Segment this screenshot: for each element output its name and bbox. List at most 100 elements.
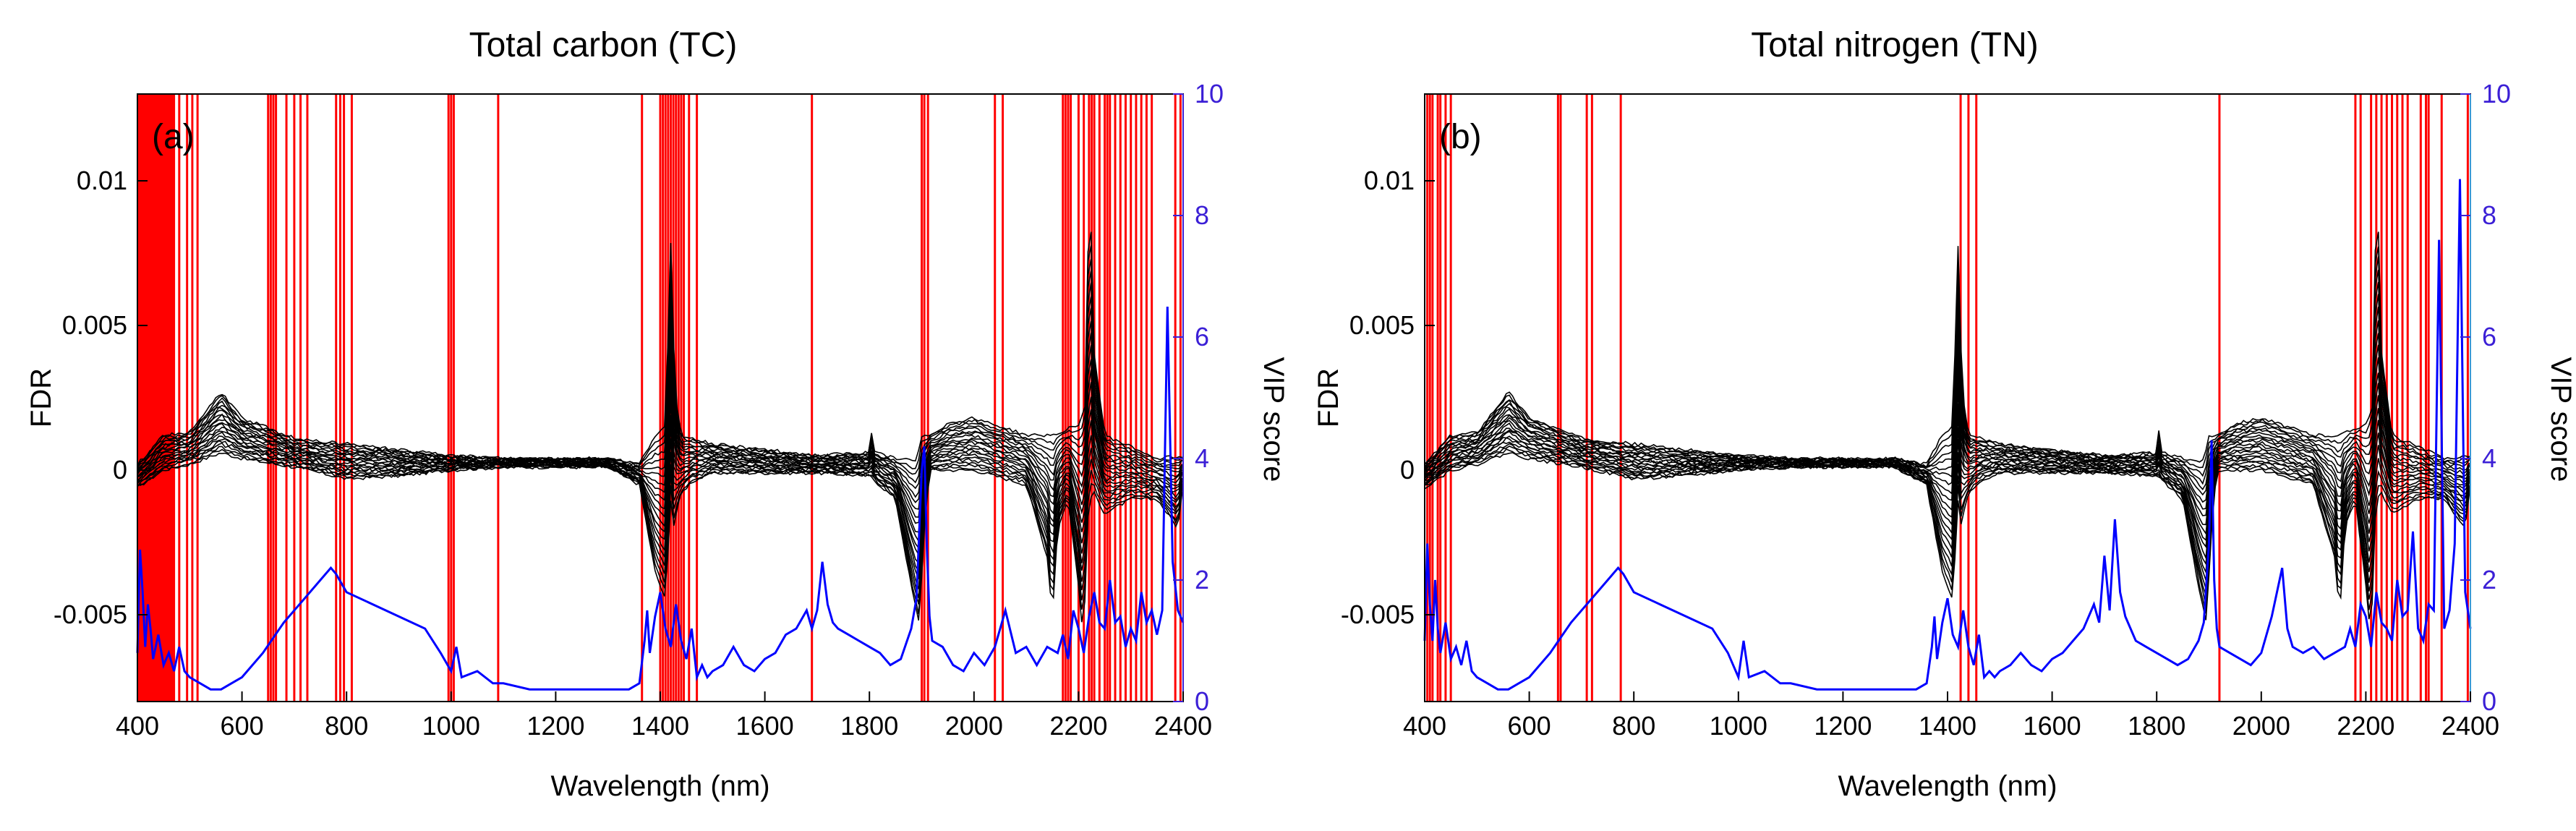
x-tick-label: 400 (1403, 711, 1446, 741)
x-tick-label: 1800 (840, 711, 898, 741)
y-right-tick-label: 6 (2482, 322, 2496, 351)
y-right-tick-label: 10 (2482, 79, 2511, 108)
y-axis-label-left: FDR (1313, 368, 1344, 427)
fdr-spectrum-line (137, 420, 1183, 574)
fdr-spectrum-line (1424, 441, 2470, 589)
fdr-spectrum-line (137, 442, 1183, 599)
y-right-tick-label: 4 (2482, 443, 2496, 473)
fdr-spectrum-line (137, 446, 1183, 605)
x-tick-label: 800 (325, 711, 368, 741)
x-tick-label: 1400 (631, 711, 689, 741)
y-right-ticks: 0 2 4 6 8 10 (2460, 79, 2511, 716)
fdr-spectrum-line (1424, 383, 2470, 549)
x-tick-label: 1200 (526, 711, 584, 741)
fdr-spectrum-line (137, 440, 1183, 589)
y-right-tick-label: 0 (2482, 686, 2496, 716)
fdr-spectrum-line (1424, 333, 2470, 516)
x-tick-label: 600 (221, 711, 264, 741)
x-tick-label: 1200 (1814, 711, 1872, 741)
x-tick-label: 2000 (945, 711, 1003, 741)
fdr-spectrum-line (1424, 443, 2470, 596)
fdr-spectrum-line (137, 245, 1183, 469)
fdr-spectrum-line (1424, 395, 2470, 561)
panel-total-nitrogen: Total nitrogen (TN) 400 600 800 1000 1200 140… (1313, 26, 2576, 802)
fdr-spectra (137, 231, 1183, 623)
fdr-spectrum-line (1424, 344, 2470, 526)
fdr-spectrum-line (1424, 408, 2470, 566)
fdr-spectrum-line (1424, 445, 2470, 607)
y-tick-label: 0.005 (62, 310, 127, 340)
fdr-spectrum-line (1424, 246, 2470, 469)
y-axis-label-right: VIP score (1258, 357, 1289, 482)
fdr-spectra (1424, 231, 2470, 621)
x-axis-label: Wavelength (nm) (550, 770, 769, 802)
x-tick-label: 1000 (1710, 711, 1767, 741)
fdr-spectrum-line (1424, 256, 2470, 477)
fdr-spectrum-line (1424, 231, 2470, 466)
x-tick-label: 2200 (2337, 711, 2394, 741)
chart-title: Total carbon (TC) (469, 26, 738, 64)
fdr-spectrum-line (137, 270, 1183, 484)
panel-label: (b) (1439, 118, 1482, 156)
vip-score-line (136, 306, 1185, 691)
x-tick-label: 600 (1508, 711, 1551, 741)
fdr-spectrum-line (137, 332, 1183, 518)
x-tick-label: 1800 (2128, 711, 2185, 741)
y-right-tick-label: 8 (2482, 200, 2496, 230)
fdr-spectrum-line (1424, 306, 2470, 503)
fdr-spectrum-line (137, 369, 1183, 543)
y-right-tick-label: 10 (1195, 79, 1224, 108)
y-right-tick-label: 2 (2482, 565, 2496, 595)
fdr-spectrum-line (1424, 419, 2470, 574)
y-tick-label: -0.005 (54, 600, 127, 629)
fdr-spectrum-line (1424, 294, 2470, 496)
panel-total-carbon: Total carbon (TC) 400 600 800 1000 1200 1400 1… (25, 26, 1289, 802)
fdr-spectrum-line (1424, 320, 2470, 510)
selected-wavelength-bands (1426, 94, 2469, 702)
fdr-spectrum-line (137, 409, 1183, 565)
vip-score-line (1423, 179, 2472, 691)
panel-label: (a) (152, 118, 195, 156)
x-axis-ticks: 400 600 800 1000 1200 1400 1600 1800 2000 2200 240… (1403, 691, 2499, 741)
x-axis-ticks: 400 600 800 1000 1200 1400 1600 1800 2000 2200 240… (116, 691, 1212, 741)
y-right-tick-label: 6 (1195, 322, 1209, 351)
x-tick-label: 2400 (1154, 711, 1212, 741)
chart-title: Total nitrogen (TN) (1751, 26, 2038, 64)
fdr-spectrum-line (137, 282, 1183, 490)
y-tick-label: -0.005 (1341, 600, 1415, 629)
fdr-spectrum-line (137, 448, 1183, 615)
fdr-spectrum-line (137, 345, 1183, 524)
y-tick-label: 0 (1400, 455, 1415, 485)
x-tick-label: 1600 (2023, 711, 2081, 741)
x-axis-label: Wavelength (nm) (1838, 770, 2057, 802)
fdr-spectrum-line (1424, 432, 2470, 581)
y-tick-label: 0.01 (1364, 166, 1415, 195)
x-tick-label: 400 (116, 711, 159, 741)
y-tick-label: 0.01 (77, 166, 127, 195)
fdr-spectrum-line (1424, 269, 2470, 485)
fdr-spectrum-line (137, 296, 1183, 498)
y-axis-label-left: FDR (25, 368, 57, 427)
y-left-ticks: -0.005 0 0.005 0.01 (1341, 166, 1435, 629)
y-right-tick-label: 4 (1195, 443, 1209, 473)
x-tick-label: 1000 (422, 711, 480, 741)
x-tick-label: 800 (1612, 711, 1655, 741)
y-tick-label: 0.005 (1349, 310, 1415, 340)
fdr-spectrum-line (1424, 372, 2470, 542)
y-right-tick-label: 0 (1195, 686, 1209, 716)
x-tick-label: 1600 (736, 711, 794, 741)
fdr-spectrum-line (137, 320, 1183, 510)
x-tick-label: 2200 (1049, 711, 1107, 741)
y-right-tick-label: 2 (1195, 565, 1209, 595)
vip-score-curve (1423, 179, 2472, 691)
vip-score-curve (136, 306, 1185, 691)
fdr-spectrum-line (1424, 281, 2470, 490)
fdr-spectrum-line (1424, 452, 2470, 621)
fdr-spectrum-line (137, 396, 1183, 557)
fdr-spectrum-line (1425, 448, 2470, 614)
y-axis-label-right: VIP score (2545, 357, 2576, 482)
x-tick-label: 1400 (1919, 711, 1976, 741)
x-tick-label: 2000 (2232, 711, 2290, 741)
y-right-tick-label: 8 (1195, 200, 1209, 230)
